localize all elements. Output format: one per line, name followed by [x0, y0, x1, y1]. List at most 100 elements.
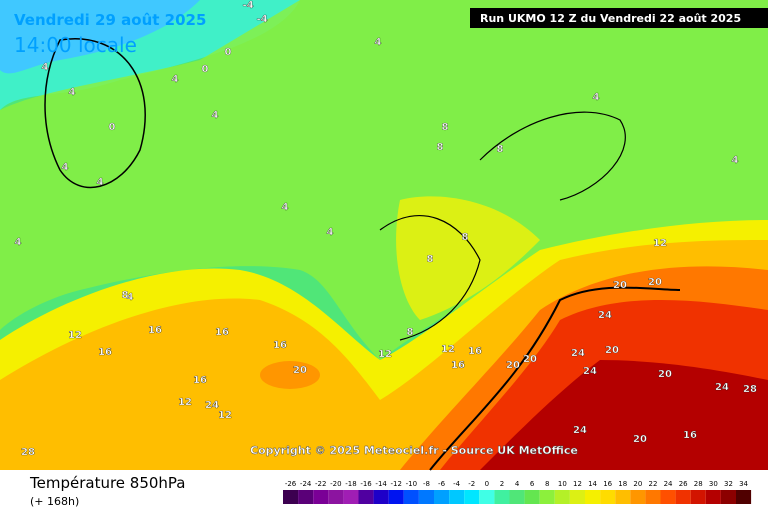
legend-label: -22 — [315, 480, 326, 488]
time-text: 14:00 locale — [14, 33, 137, 57]
contour-label: 24 — [583, 366, 597, 377]
map-field — [0, 0, 768, 471]
legend-swatch — [554, 490, 570, 504]
contour-label: 24 — [205, 400, 219, 411]
contour-label: -4 — [242, 0, 253, 11]
contour-label: 20 — [658, 369, 672, 380]
legend-swatch — [373, 490, 389, 504]
contour-label: 16 — [451, 360, 465, 371]
contour-label: 8 — [442, 122, 449, 133]
contour-label: 16 — [148, 325, 162, 336]
legend-swatch — [675, 490, 691, 504]
legend-label: 16 — [603, 480, 612, 488]
contour-label: 20 — [293, 365, 307, 376]
contour-label: 28 — [743, 384, 757, 395]
legend-label: 4 — [515, 480, 520, 488]
contour-label: 12 — [178, 397, 192, 408]
legend-swatch — [736, 490, 752, 504]
legend-label: 18 — [618, 480, 627, 488]
legend-swatch — [524, 490, 540, 504]
legend-label: -2 — [468, 480, 475, 488]
legend-swatch — [630, 490, 646, 504]
contour-label: 20 — [523, 354, 537, 365]
legend-swatch — [569, 490, 585, 504]
contour-label: 4 — [62, 162, 69, 173]
run-box — [470, 8, 768, 28]
legend-swatch — [600, 490, 616, 504]
contour-label: 4 — [15, 237, 22, 248]
copyright: Copyright © 2025 Meteociel.fr - Source U… — [250, 444, 578, 457]
contour-label: 20 — [633, 434, 647, 445]
legend-label: 28 — [694, 480, 703, 488]
legend-swatch — [388, 490, 404, 504]
legend-label: -26 — [285, 480, 297, 488]
contour-label: 4 — [127, 292, 134, 303]
legend-swatch — [690, 490, 706, 504]
legend-label: 10 — [558, 480, 567, 488]
legend-swatch — [705, 490, 721, 504]
contour-label: 20 — [506, 360, 520, 371]
contour-label: 8 — [462, 232, 469, 243]
legend-label: 8 — [545, 480, 549, 488]
contour-label: 20 — [605, 345, 619, 356]
contour-label: 4 — [282, 202, 289, 213]
legend-swatch — [720, 490, 736, 504]
contour-label: 4 — [593, 92, 600, 103]
legend-swatch — [313, 490, 329, 504]
contour-label: 4 — [732, 155, 739, 166]
contour-label: 0 — [202, 64, 209, 75]
contour-label: -4 — [256, 14, 267, 25]
legend-label: -20 — [330, 480, 341, 488]
legend-label: 0 — [485, 480, 489, 488]
contour-label: 8 — [497, 144, 504, 155]
legend-swatch — [615, 490, 631, 504]
contour-label: 12 — [441, 344, 455, 355]
contour-label: 28 — [21, 447, 35, 458]
contour-label: 8 — [122, 290, 129, 301]
contour-label: 24 — [598, 310, 612, 321]
date-text: Vendredi 29 août 2025 — [14, 11, 206, 29]
legend-swatch — [539, 490, 555, 504]
footer-title: Température 850hPa — [29, 474, 186, 492]
legend-label: -12 — [391, 480, 402, 488]
contour-label: 4 — [69, 87, 76, 98]
contour-label: 20 — [648, 277, 662, 288]
legend-swatch — [328, 490, 344, 504]
legend-label: -6 — [438, 480, 446, 488]
contour-label: 20 — [613, 280, 627, 291]
legend-swatch — [343, 490, 359, 504]
contour-label: 8 — [407, 327, 414, 338]
contour-label: 8 — [427, 254, 434, 265]
legend-swatch — [494, 490, 510, 504]
contour-label: 4 — [97, 177, 104, 188]
legend-swatch — [464, 490, 480, 504]
contour-label: 8 — [437, 142, 444, 153]
contour-label: 16 — [468, 346, 482, 357]
legend-label: 22 — [648, 480, 657, 488]
legend-swatch — [585, 490, 601, 504]
contour-label: 4 — [212, 110, 219, 121]
contour-label: 4 — [42, 62, 49, 73]
legend-label: -18 — [345, 480, 356, 488]
legend-swatch — [283, 490, 299, 504]
contour-label: 16 — [193, 375, 207, 386]
contour-label: 16 — [215, 327, 229, 338]
legend-label: 20 — [633, 480, 642, 488]
contour-label: 24 — [573, 425, 587, 436]
legend-swatch — [403, 490, 419, 504]
legend-swatch — [479, 490, 495, 504]
legend-label: -8 — [423, 480, 430, 488]
legend-label: 34 — [739, 480, 748, 488]
contour-label: 16 — [683, 430, 697, 441]
contour-label: 12 — [218, 410, 232, 421]
legend-label: 2 — [500, 480, 504, 488]
contour-label: 4 — [375, 37, 382, 48]
legend-swatch — [358, 490, 374, 504]
legend-label: 30 — [709, 480, 718, 488]
legend-swatch — [449, 490, 465, 504]
contour-label: 0 — [225, 47, 232, 58]
contour-label: 4 — [327, 227, 334, 238]
contour-label: 12 — [68, 330, 82, 341]
